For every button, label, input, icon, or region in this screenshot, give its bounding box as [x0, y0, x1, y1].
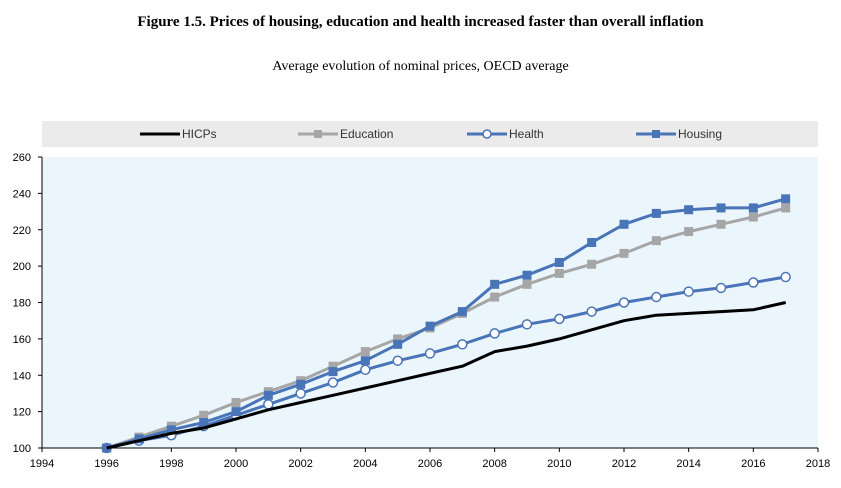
data-point-housing: [360, 356, 370, 366]
plot-area: [42, 157, 818, 448]
data-point-health: [554, 313, 565, 325]
data-point-education: [199, 410, 209, 420]
data-point-education: [328, 361, 338, 371]
axes: 100 120 140 160 180 200 220 240 260 1994 1996 1998 2…: [13, 152, 831, 470]
data-point-health: [392, 355, 403, 366]
y-tick-label: 120: [13, 407, 31, 419]
series-line-hicps: [106, 301, 787, 450]
data-point-education: [748, 212, 758, 222]
x-tick-label: 2006: [418, 458, 442, 470]
legend-label-health: Health: [509, 127, 544, 141]
data-point-health: [360, 364, 371, 376]
series-layer: [101, 194, 791, 454]
legend: HICPs Education Health Housing: [140, 127, 722, 141]
data-point-housing: [102, 443, 112, 453]
x-tick-label: 2004: [353, 458, 377, 470]
y-tick-label: 220: [13, 225, 31, 237]
data-point-housing: [554, 257, 564, 267]
legend-marker-education: [314, 130, 322, 138]
data-point-education: [231, 398, 241, 408]
data-point-housing: [748, 203, 758, 213]
data-point-education: [587, 259, 597, 269]
data-point-housing: [522, 270, 532, 280]
data-point-housing: [587, 237, 597, 247]
data-point-housing: [490, 279, 500, 289]
legend-label-education: Education: [340, 127, 393, 141]
x-tick-label: 2016: [741, 458, 765, 470]
y-tick-label: 100: [13, 443, 31, 455]
data-point-housing: [263, 390, 273, 400]
y-tick-label: 180: [13, 298, 31, 310]
data-point-housing: [425, 321, 435, 331]
x-tick-label: 2002: [288, 458, 312, 470]
y-tick-label: 240: [13, 188, 31, 200]
data-point-education: [522, 279, 532, 289]
data-point-housing: [199, 418, 209, 428]
figure-subtitle: Average evolution of nominal prices, OEC…: [272, 59, 569, 74]
data-point-housing: [296, 379, 306, 389]
data-point-housing: [781, 194, 791, 204]
data-point-housing: [328, 367, 338, 377]
data-point-education: [619, 248, 629, 258]
x-tick-label: 1998: [159, 458, 183, 470]
data-point-housing: [716, 203, 726, 213]
data-point-health: [618, 297, 630, 308]
data-point-health: [586, 306, 597, 317]
data-point-education: [716, 219, 726, 229]
data-point-housing: [684, 205, 694, 215]
data-point-education: [781, 203, 791, 213]
y-tick-label: 140: [13, 370, 31, 382]
data-point-health: [748, 277, 759, 288]
y-tick-label: 260: [13, 152, 31, 164]
series-line-education: [106, 206, 787, 450]
data-point-education: [393, 334, 403, 344]
series-line-housing: [106, 197, 787, 450]
y-tick-label: 160: [13, 334, 31, 346]
data-point-housing: [393, 339, 403, 349]
data-point-health: [263, 399, 274, 410]
data-point-education: [684, 227, 694, 237]
data-point-education: [651, 236, 661, 246]
x-tick-label: 1996: [94, 458, 118, 470]
legend-marker-health: [482, 129, 492, 139]
legend-label-housing: Housing: [678, 127, 722, 141]
data-point-health: [457, 339, 468, 350]
data-point-housing: [166, 425, 176, 435]
legend-marker-housing: [652, 130, 660, 138]
x-tick-label: 2014: [676, 458, 700, 470]
figure-title: Figure 1.5. Prices of housing, education…: [137, 14, 704, 30]
x-tick-label: 2012: [612, 458, 636, 470]
legend-label-hicps: HICPs: [182, 127, 217, 141]
x-tick-label: 2018: [806, 458, 830, 470]
x-tick-label: 2000: [224, 458, 248, 470]
data-point-health: [715, 282, 727, 294]
data-point-health: [521, 319, 533, 330]
data-point-health: [489, 328, 500, 339]
y-tick-label: 200: [13, 261, 31, 273]
data-point-housing: [134, 434, 144, 444]
data-point-health: [780, 271, 791, 283]
data-point-housing: [619, 219, 629, 229]
x-tick-label: 2010: [547, 458, 571, 470]
data-point-health: [327, 377, 339, 388]
data-point-housing: [231, 407, 241, 417]
data-point-health: [651, 291, 662, 303]
x-tick-label: 1994: [30, 458, 54, 470]
x-tick-label: 2008: [482, 458, 506, 470]
data-point-health: [424, 348, 436, 359]
data-point-housing: [651, 208, 661, 218]
data-point-education: [360, 347, 370, 357]
data-point-education: [554, 268, 564, 278]
data-point-housing: [457, 307, 467, 317]
data-point-health: [683, 286, 694, 297]
data-point-health: [295, 388, 306, 399]
data-point-education: [490, 292, 500, 302]
series-line-health: [106, 275, 786, 450]
